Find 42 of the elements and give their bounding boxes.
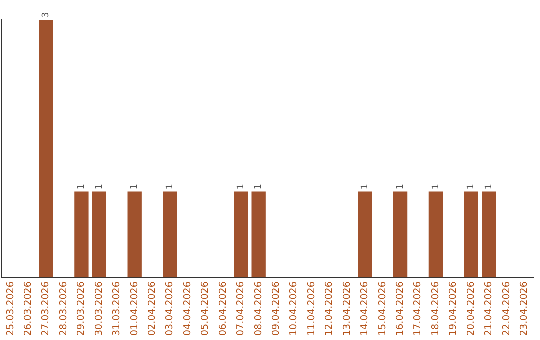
x-tick-label: 11.04.2026	[306, 282, 318, 336]
x-tick-label: 18.04.2026	[430, 282, 442, 336]
data-label: 1	[396, 184, 406, 190]
x-tick-label: 10.04.2026	[288, 282, 300, 336]
x-tick-label: 13.04.2026	[342, 282, 353, 336]
x-tick-label: 07.04.2026	[236, 282, 247, 336]
x-tick-label: 31.03.2026	[112, 282, 123, 336]
data-label: 1	[130, 184, 140, 190]
x-tick-label: 03.04.2026	[164, 282, 176, 336]
data-label: 1	[466, 184, 477, 190]
data-label: 1	[431, 184, 442, 190]
x-tick-label: 05.04.2026	[200, 282, 212, 336]
x-tick-label: 23.04.2026	[518, 282, 530, 336]
x-tick-label: 08.04.2026	[253, 282, 264, 336]
x-tick-label: 19.04.2026	[448, 282, 460, 336]
data-label: 1	[254, 184, 264, 190]
data-label: 1	[360, 184, 370, 190]
data-label: 1	[94, 184, 105, 190]
x-tick-label: 29.03.2026	[76, 282, 88, 336]
data-label: 1	[484, 184, 494, 190]
data-label: 3	[42, 12, 52, 18]
x-tick-label: 15.04.2026	[377, 282, 388, 336]
x-tick-label: 09.04.2026	[271, 282, 282, 336]
x-tick-label: 12.04.2026	[324, 282, 336, 336]
x-tick-label: 28.03.2026	[58, 282, 70, 336]
x-tick-label: 01.04.2026	[129, 282, 140, 336]
x-tick-label: 20.04.2026	[466, 282, 477, 336]
x-tick-label: 22.04.2026	[501, 282, 512, 336]
data-label: 1	[166, 184, 176, 190]
x-tick-label: 25.03.2026	[5, 282, 16, 336]
x-tick-label: 17.04.2026	[412, 282, 424, 336]
data-label: 1	[77, 184, 88, 190]
x-tick-label: 16.04.2026	[395, 282, 406, 336]
x-tick-label: 27.03.2026	[40, 282, 52, 336]
x-tick-label: 30.03.2026	[94, 282, 105, 336]
x-tick-label: 26.03.2026	[23, 282, 34, 336]
x-tick-label: 02.04.2026	[147, 282, 158, 336]
data-label: 1	[236, 184, 246, 190]
x-tick-label: 21.04.2026	[484, 282, 495, 336]
x-tick-label: 06.04.2026	[218, 282, 229, 336]
x-tick-label: 14.04.2026	[360, 282, 371, 336]
x-tick-label: 04.04.2026	[182, 282, 194, 336]
